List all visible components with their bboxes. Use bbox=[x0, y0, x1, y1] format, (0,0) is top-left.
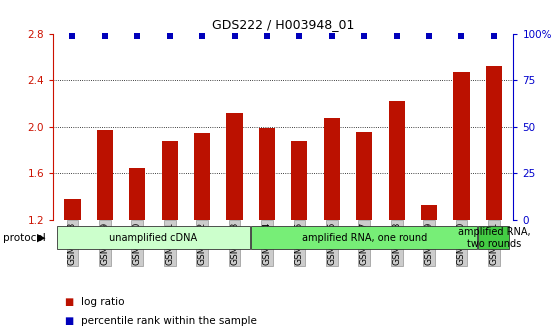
Bar bbox=[486, 66, 502, 220]
Bar bbox=[259, 128, 275, 220]
Bar bbox=[97, 130, 113, 220]
Bar bbox=[478, 226, 509, 249]
Bar bbox=[388, 101, 405, 220]
Bar bbox=[194, 133, 210, 220]
Bar bbox=[356, 131, 372, 220]
Title: GDS222 / H003948_01: GDS222 / H003948_01 bbox=[212, 18, 354, 31]
Bar bbox=[291, 141, 307, 220]
Bar bbox=[252, 226, 477, 249]
Text: ■: ■ bbox=[64, 316, 74, 326]
Text: unamplified cDNA: unamplified cDNA bbox=[109, 233, 198, 243]
Bar bbox=[64, 199, 80, 220]
Text: amplified RNA, one round: amplified RNA, one round bbox=[302, 233, 427, 243]
Text: ▶: ▶ bbox=[37, 233, 46, 243]
Bar bbox=[421, 205, 437, 220]
Bar bbox=[227, 113, 243, 220]
Bar bbox=[454, 72, 470, 220]
Bar bbox=[324, 118, 340, 220]
Text: ■: ■ bbox=[64, 297, 74, 307]
Bar bbox=[162, 141, 178, 220]
Bar bbox=[129, 168, 146, 220]
Text: amplified RNA,
two rounds: amplified RNA, two rounds bbox=[458, 227, 530, 249]
Text: log ratio: log ratio bbox=[81, 297, 124, 307]
Text: protocol: protocol bbox=[3, 233, 46, 243]
Text: percentile rank within the sample: percentile rank within the sample bbox=[81, 316, 257, 326]
Bar bbox=[57, 226, 250, 249]
